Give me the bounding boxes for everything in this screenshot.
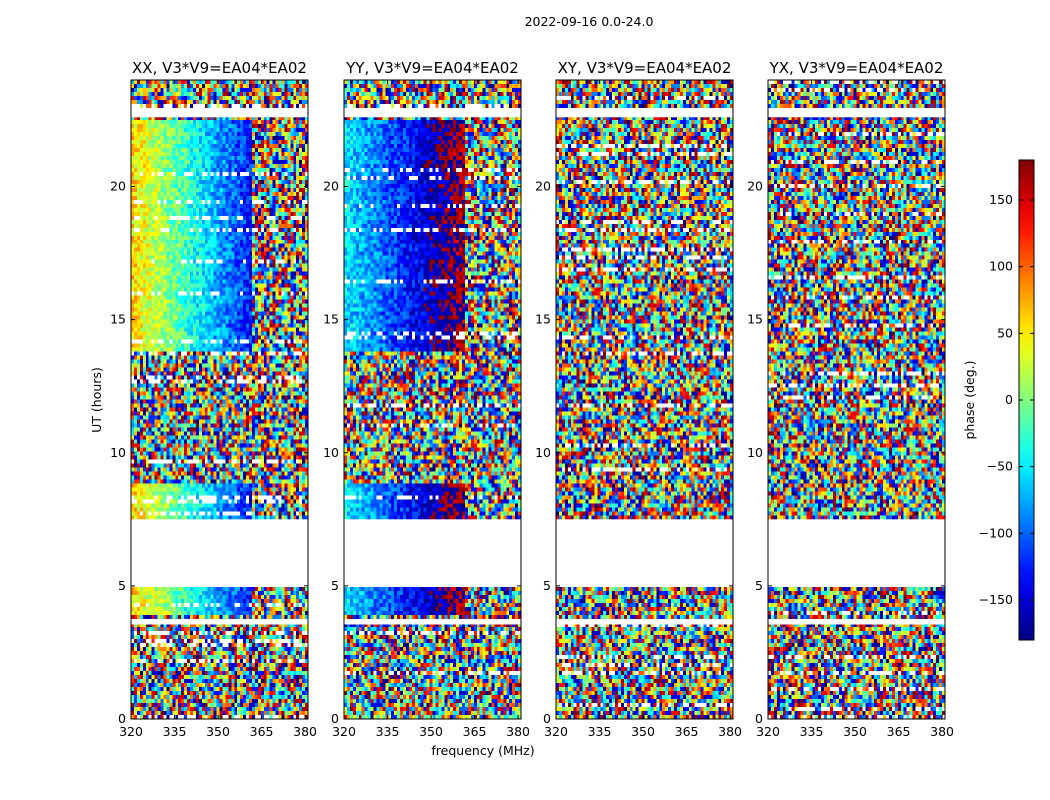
colorbar-tick-label: 0 xyxy=(1005,392,1013,407)
y-tick-label: 10 xyxy=(535,445,551,460)
x-tick-label: 380 xyxy=(930,724,954,739)
panel-title: YY, V3*V9=EA04*EA02 xyxy=(345,59,519,77)
x-tick-label: 365 xyxy=(887,724,911,739)
no-data-band xyxy=(344,109,521,118)
colorbar-tick-label: 150 xyxy=(989,192,1013,207)
colorbar-tick-label: 100 xyxy=(989,259,1013,274)
panel-3: YX, V3*V9=EA04*EA02 320 335 350 365 380 0 5 10 15… xyxy=(747,59,954,739)
y-tick-label: 20 xyxy=(110,179,126,194)
panel-title: XX, V3*V9=EA04*EA02 xyxy=(132,59,307,77)
x-tick-label: 350 xyxy=(843,724,867,739)
x-tick-label: 350 xyxy=(631,724,655,739)
x-tick-label: 320 xyxy=(756,724,780,739)
chart-suptitle: 2022-09-16 0.0-24.0 xyxy=(525,14,654,29)
no-data-band xyxy=(344,619,521,625)
panel-frame xyxy=(130,79,309,720)
colorbar-label: phase (deg.) xyxy=(962,361,977,440)
colorbar-tick-label: −150 xyxy=(979,592,1013,607)
x-tick-label: 380 xyxy=(718,724,742,739)
y-tick-label: 20 xyxy=(323,179,339,194)
colorbar-tick-label: 50 xyxy=(997,325,1013,340)
y-tick-label: 5 xyxy=(118,578,126,593)
no-data-band xyxy=(344,519,521,586)
y-tick-label: 0 xyxy=(755,711,763,726)
panel-frame xyxy=(767,79,946,720)
panel-1: YY, V3*V9=EA04*EA02 320 335 350 365 380 0 5 10 15… xyxy=(323,59,530,739)
y-tick-label: 15 xyxy=(110,312,126,327)
x-axis-label: frequency (MHz) xyxy=(431,743,534,758)
y-tick-label: 15 xyxy=(535,312,551,327)
y-tick-label: 5 xyxy=(331,578,339,593)
x-tick-label: 380 xyxy=(506,724,530,739)
x-tick-label: 380 xyxy=(293,724,317,739)
x-tick-label: 320 xyxy=(119,724,143,739)
panel-frame xyxy=(343,79,522,720)
panel-2: XY, V3*V9=EA04*EA02 320 335 350 365 380 0 5 10 15… xyxy=(535,59,742,739)
no-data-band xyxy=(131,519,308,586)
y-tick-label: 10 xyxy=(747,445,763,460)
colorbar-tick-label: −50 xyxy=(987,459,1013,474)
x-tick-label: 365 xyxy=(675,724,699,739)
y-axis-label: UT (hours) xyxy=(89,367,104,433)
x-tick-label: 335 xyxy=(376,724,400,739)
panel-title: XY, V3*V9=EA04*EA02 xyxy=(558,59,732,77)
colorbar-tick-label: −100 xyxy=(979,525,1013,540)
y-tick-label: 5 xyxy=(755,578,763,593)
no-data-band xyxy=(131,619,308,625)
no-data-band xyxy=(556,109,733,118)
heatmap-0 xyxy=(131,80,308,719)
heatmap-2 xyxy=(556,80,733,719)
x-tick-label: 335 xyxy=(163,724,187,739)
x-tick-label: 350 xyxy=(419,724,443,739)
panel-frame xyxy=(555,79,734,720)
x-tick-label: 335 xyxy=(800,724,824,739)
x-tick-label: 320 xyxy=(332,724,356,739)
panel-0: XX, V3*V9=EA04*EA02 320 335 350 365 380 0 5 10 15… xyxy=(110,59,317,739)
no-data-band xyxy=(768,109,945,118)
y-tick-label: 10 xyxy=(110,445,126,460)
colorbar: −150 −100 −50 0 50 100 150 xyxy=(979,159,1035,641)
no-data-band xyxy=(556,619,733,625)
y-tick-label: 0 xyxy=(331,711,339,726)
y-tick-label: 5 xyxy=(543,578,551,593)
heatmap-3 xyxy=(768,80,945,719)
y-tick-label: 0 xyxy=(118,711,126,726)
heatmap-1 xyxy=(344,80,521,719)
x-tick-label: 350 xyxy=(206,724,230,739)
no-data-band xyxy=(768,519,945,586)
panels: XX, V3*V9=EA04*EA02 320 335 350 365 380 0 5 10 15… xyxy=(110,59,954,739)
y-tick-label: 20 xyxy=(535,179,551,194)
x-tick-label: 365 xyxy=(250,724,274,739)
y-tick-label: 20 xyxy=(747,179,763,194)
no-data-band xyxy=(768,619,945,625)
x-tick-label: 320 xyxy=(544,724,568,739)
panel-title: YX, V3*V9=EA04*EA02 xyxy=(769,59,944,77)
y-tick-label: 0 xyxy=(543,711,551,726)
y-tick-label: 15 xyxy=(323,312,339,327)
x-tick-label: 365 xyxy=(463,724,487,739)
y-tick-label: 10 xyxy=(323,445,339,460)
no-data-band xyxy=(131,109,308,118)
no-data-band xyxy=(556,519,733,586)
y-tick-label: 15 xyxy=(747,312,763,327)
x-tick-label: 335 xyxy=(588,724,612,739)
